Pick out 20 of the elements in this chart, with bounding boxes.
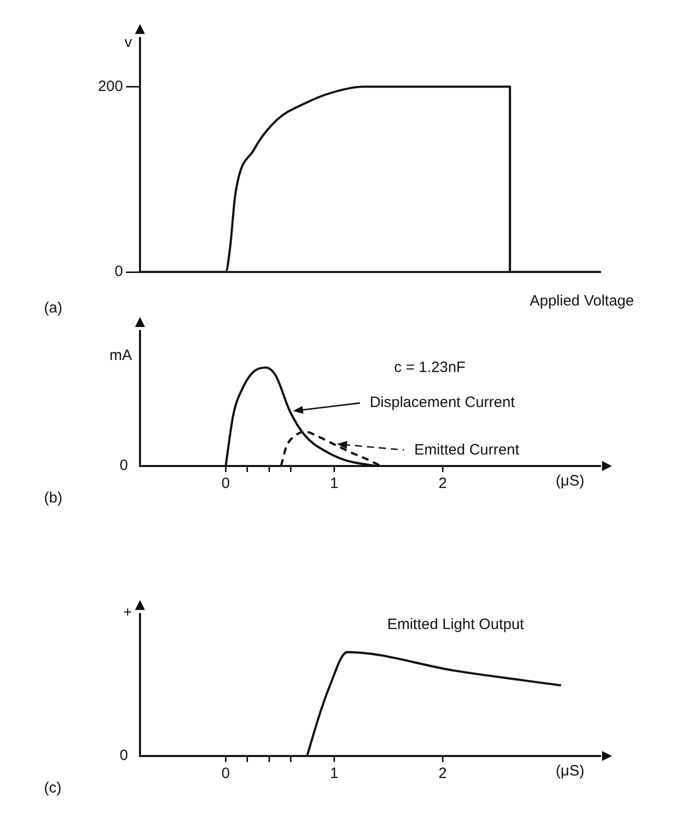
text: (c): [44, 780, 62, 797]
legend-label: Emitted Current: [414, 441, 520, 458]
y-axis-title: +: [123, 604, 132, 622]
annotation: c = 1.23nF: [394, 359, 466, 376]
y-axis-title: v: [124, 34, 132, 52]
x-tick-label: 2: [438, 475, 447, 492]
x-axis-title: (μS): [556, 472, 584, 490]
text: (a): [44, 300, 62, 317]
legend-label: Displacement Current: [370, 394, 516, 411]
x-tick-label: 0: [222, 475, 230, 492]
series-label: Emitted Light Output: [387, 616, 525, 633]
x-tick-label: 0: [222, 765, 230, 782]
x-axis-title: (μS): [556, 762, 584, 780]
x-tick-label: 2: [438, 765, 447, 782]
y-tick-label: 200: [98, 78, 123, 95]
y-axis-title: mA: [110, 347, 132, 364]
text: (b): [44, 490, 62, 507]
series-label: Applied Voltage: [530, 292, 634, 310]
x-tick-label: 1: [330, 765, 338, 782]
x-tick-label: 1: [330, 475, 338, 492]
